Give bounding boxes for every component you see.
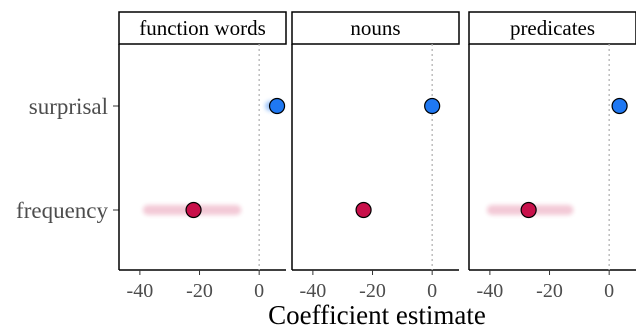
y-tick-label-frequency: frequency	[16, 198, 108, 223]
facet-strip	[468, 11, 636, 45]
x-tick-label: -20	[536, 280, 563, 302]
x-axis-title: Coefficient estimate	[268, 300, 486, 326]
x-tick-label: 0	[604, 280, 614, 302]
x-tick-label: 0	[254, 280, 264, 302]
x-tick-label: -40	[127, 280, 154, 302]
facet-strip	[118, 11, 287, 45]
facet-panel-2: nouns -40 -20 0	[291, 11, 460, 302]
facet-strip	[291, 11, 460, 45]
facet-label: function words	[139, 16, 266, 40]
y-tick-label-surprisal: surprisal	[29, 94, 108, 119]
point-surprisal	[424, 97, 441, 115]
y-axis: surprisal frequency	[16, 94, 119, 223]
point-surprisal	[611, 97, 628, 115]
x-tick-label: -20	[186, 280, 213, 302]
point-frequency	[185, 201, 202, 219]
x-tick-label: 0	[427, 280, 437, 302]
x-tick-label: -20	[359, 280, 386, 302]
point-frequency	[520, 201, 537, 219]
facet-label: predicates	[510, 16, 595, 40]
facet-panel-3: predicates -40 -20 0	[468, 11, 636, 302]
point-frequency	[355, 201, 372, 219]
x-tick-label: -40	[300, 280, 327, 302]
x-tick-label: -40	[477, 280, 504, 302]
facet-panel-1: function words -40 -20 0	[118, 11, 287, 302]
facet-label: nouns	[350, 16, 400, 40]
point-surprisal	[268, 97, 286, 115]
